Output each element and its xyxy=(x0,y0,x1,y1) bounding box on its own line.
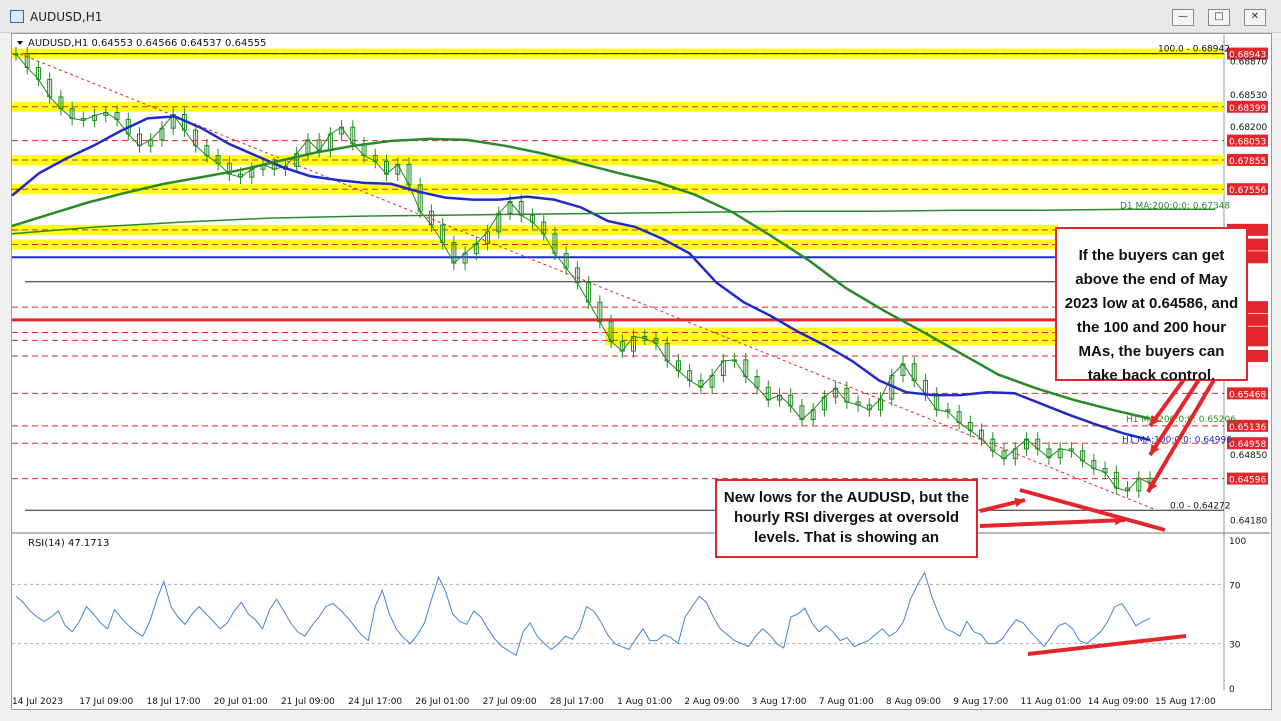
header-caret xyxy=(17,41,23,45)
arrow-to-low-head xyxy=(1148,481,1158,492)
fib-0-label: 0.0 - 0.64272 xyxy=(1170,501,1231,511)
arrow-to-ma100 xyxy=(1148,376,1202,457)
x-tick-label: 18 Jul 17:00 xyxy=(146,697,200,707)
symbol-header: AUDUSD,H1 0.64553 0.64566 0.64537 0.6455… xyxy=(28,38,266,49)
h1-ma200-label: H1 MA:200:0:0: 0.65206 xyxy=(1126,415,1236,425)
rsi-divergence-line xyxy=(1027,634,1187,656)
rsi-tick-label: 30 xyxy=(1229,641,1241,651)
x-tick-label: 24 Jul 17:00 xyxy=(348,697,402,707)
y-tick-label: 0.68530 xyxy=(1230,91,1267,101)
x-tick-label: 15 Aug 17:00 xyxy=(1155,697,1216,707)
minimize-button[interactable]: — xyxy=(1172,9,1194,26)
x-tick-label: 9 Aug 17:00 xyxy=(953,697,1008,707)
maximize-button[interactable]: □ xyxy=(1208,9,1230,26)
x-tick-label: 20 Jul 01:00 xyxy=(214,697,268,707)
x-tick-label: 17 Jul 09:00 xyxy=(79,697,133,707)
x-tick-label: 21 Jul 09:00 xyxy=(281,697,335,707)
level-label: 0.64596 xyxy=(1229,476,1266,486)
x-tick-label: 8 Aug 09:00 xyxy=(886,697,941,707)
d1-ma200-line xyxy=(11,208,1215,235)
window-title: AUDUSD,H1 xyxy=(30,10,103,24)
chart-window-icon xyxy=(10,10,24,23)
x-tick-label: 2 Aug 09:00 xyxy=(684,697,739,707)
buyers-annotation: If the buyers can get above the end of M… xyxy=(1055,227,1248,384)
level-label: 0.65468 xyxy=(1229,390,1266,400)
rsi-tick-label: 70 xyxy=(1229,581,1241,591)
level-label: 0.67556 xyxy=(1229,186,1266,196)
level-label: 0.68399 xyxy=(1229,104,1266,114)
y-tick-label: 0.68870 xyxy=(1230,58,1267,68)
x-tick-label: 14 Aug 09:00 xyxy=(1088,697,1149,707)
divergence-annotation: New lows for the AUDUSD, but the hourly … xyxy=(715,479,978,558)
window-titlebar: AUDUSD,H1 — □ ✕ xyxy=(0,0,1281,33)
arrow-to-low-left-head xyxy=(1014,497,1025,507)
d1-ma-label: D1 MA:200:0:0: 0.67348 xyxy=(1120,202,1230,212)
price-divergence-line xyxy=(1019,488,1166,532)
y-tick-label: 0.64850 xyxy=(1230,451,1267,461)
level-label: 0.64958 xyxy=(1229,440,1266,450)
level-label: 0.65136 xyxy=(1229,423,1266,433)
arrow-to-ma100-head xyxy=(1150,444,1160,455)
level-label-bg xyxy=(1227,419,1268,432)
x-tick-label: 11 Aug 01:00 xyxy=(1021,697,1082,707)
level-label: 0.68943 xyxy=(1229,51,1266,61)
level-label-bg xyxy=(1227,153,1268,166)
rsi-tick-label: 100 xyxy=(1229,537,1246,547)
x-tick-label: 1 Aug 01:00 xyxy=(617,697,672,707)
candle-body xyxy=(13,53,19,56)
y-tick-label: 0.68200 xyxy=(1230,123,1267,133)
rsi-header: RSI(14) 47.1713 xyxy=(28,538,109,549)
level-label: 0.68053 xyxy=(1229,138,1266,148)
level-label-bg xyxy=(1227,100,1268,113)
x-tick-label: 26 Jul 01:00 xyxy=(415,697,469,707)
arrow-to-low xyxy=(1146,376,1217,494)
ma200-line xyxy=(11,137,1151,420)
close-button[interactable]: ✕ xyxy=(1244,9,1266,26)
y-tick-label: 0.64180 xyxy=(1230,516,1267,526)
level-label-bg xyxy=(1227,47,1268,60)
x-tick-label: 3 Aug 17:00 xyxy=(752,697,807,707)
arrow-to-new-low xyxy=(979,518,1126,528)
ma100-line xyxy=(11,115,1151,442)
level-label: 0.67855 xyxy=(1229,157,1266,167)
level-label-bg xyxy=(1227,134,1268,147)
x-tick-label: 7 Aug 01:00 xyxy=(819,697,874,707)
x-tick-label: 27 Jul 09:00 xyxy=(483,697,537,707)
fib-100-label: 100.0 - 0.68942 xyxy=(1158,45,1230,55)
level-label-bg xyxy=(1227,472,1268,485)
level-label-bg xyxy=(1227,437,1268,450)
arrow-to-ma200-head xyxy=(1150,415,1160,426)
x-tick-label: 14 Jul 2023 xyxy=(12,697,63,707)
x-tick-label: 28 Jul 17:00 xyxy=(550,697,604,707)
rsi-line xyxy=(15,571,1151,657)
level-label-bg xyxy=(1227,183,1268,196)
price-line xyxy=(15,53,1151,492)
rsi-tick-label: 0 xyxy=(1229,685,1235,695)
level-label-bg xyxy=(1227,387,1268,400)
